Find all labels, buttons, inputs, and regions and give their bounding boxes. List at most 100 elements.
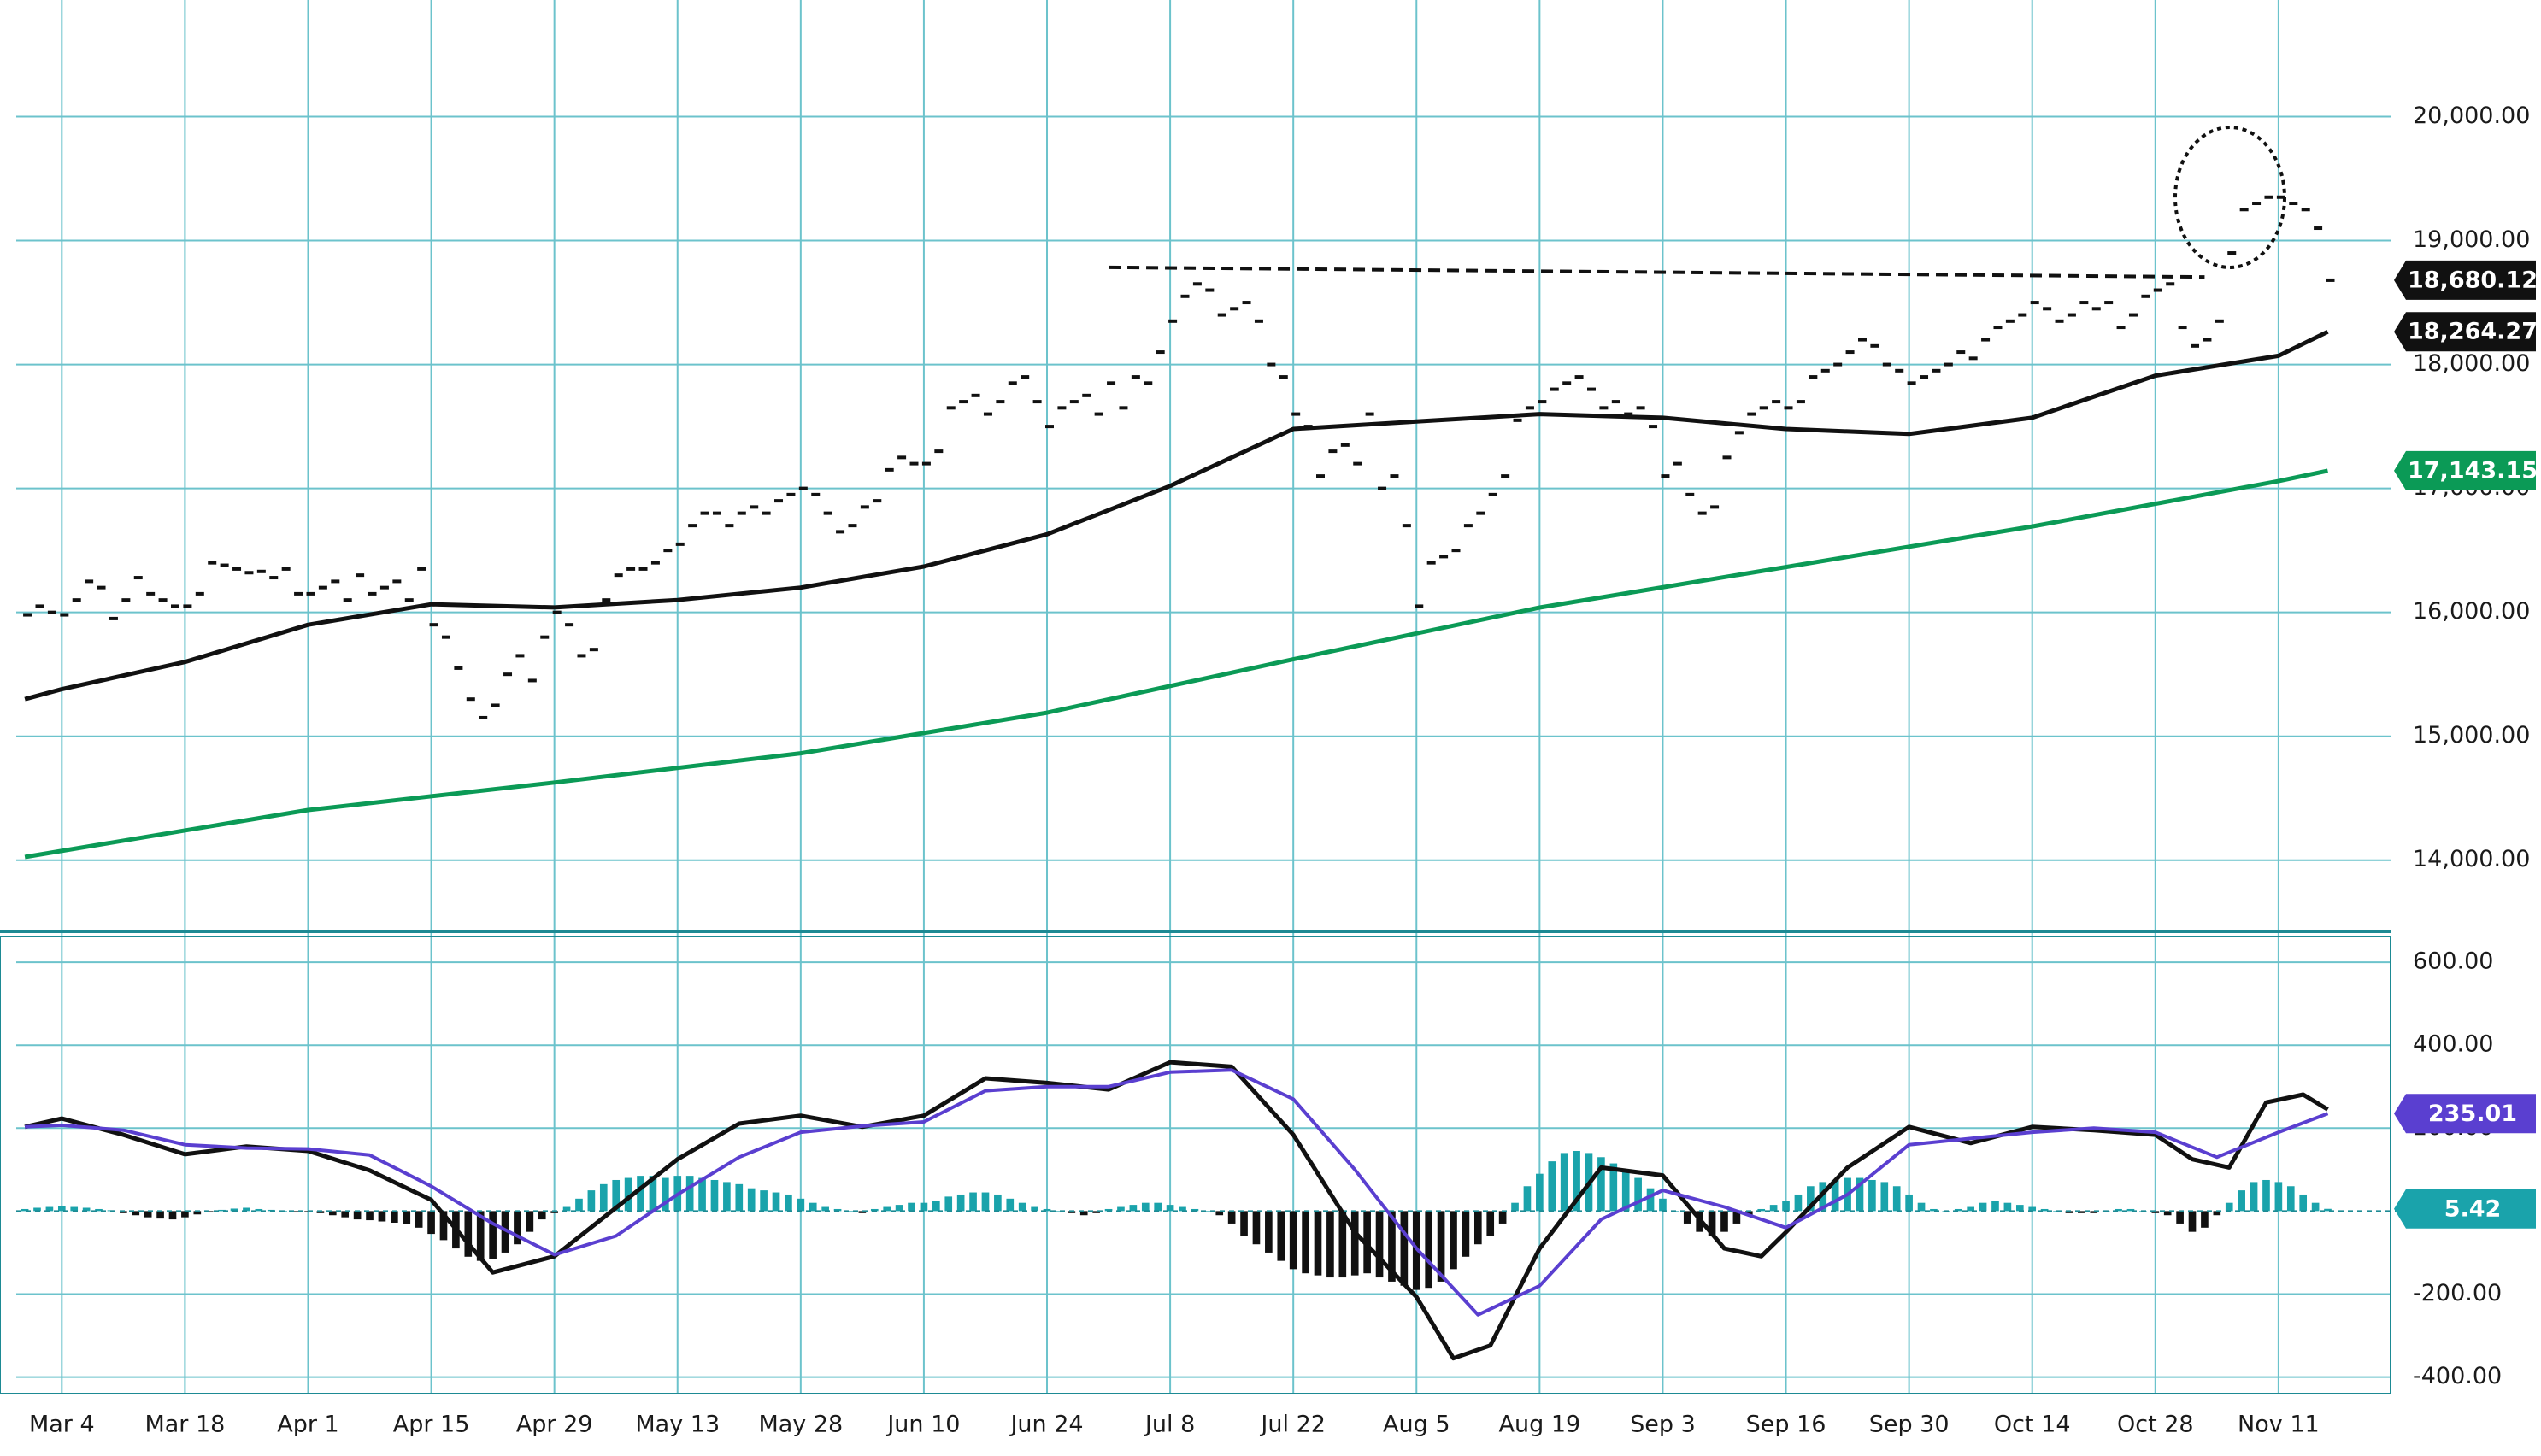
histogram-bar	[2090, 1211, 2098, 1213]
histogram-bar	[1880, 1182, 1889, 1212]
x-tick-label: Oct 14	[1994, 1412, 2071, 1438]
histogram-bar	[1425, 1211, 1433, 1289]
x-tick-label: Mar 4	[29, 1412, 95, 1438]
histogram-bar	[489, 1211, 497, 1259]
histogram-bar	[526, 1211, 534, 1232]
histogram-bar	[785, 1194, 792, 1212]
histogram-bar	[33, 1207, 41, 1212]
histogram-bar	[243, 1207, 250, 1212]
histogram-bar	[1252, 1211, 1261, 1245]
histogram-bar	[316, 1211, 325, 1213]
histogram-bar	[920, 1202, 928, 1212]
histogram-bar	[1573, 1150, 1580, 1212]
histogram-bar	[735, 1183, 744, 1212]
badge-label: 5.42	[2444, 1195, 2502, 1222]
histogram-bar	[2201, 1211, 2209, 1228]
histogram-bar	[181, 1211, 189, 1218]
histogram-bar	[2311, 1202, 2320, 1212]
histogram-bar	[587, 1190, 596, 1212]
labels: 14,000.0015,000.0016,000.0017,000.0018,0…	[0, 103, 2538, 1438]
x-tick-label: Mar 18	[144, 1412, 225, 1438]
histogram-bar	[994, 1194, 1002, 1212]
histogram-bar	[1757, 1208, 1766, 1212]
histogram-bar	[2238, 1190, 2245, 1212]
histogram-bar	[1720, 1211, 1728, 1232]
histogram-bar	[1314, 1211, 1322, 1276]
histogram-bar	[1979, 1202, 1987, 1212]
histogram-bar	[378, 1211, 386, 1222]
histogram-bar	[120, 1211, 127, 1213]
x-tick-label: Sep 30	[1869, 1412, 1950, 1438]
x-tick-label: Sep 3	[1630, 1412, 1696, 1438]
histogram-bar	[21, 1208, 29, 1212]
badge-label: 17,143.15	[2408, 457, 2538, 484]
histogram-bar	[132, 1211, 140, 1216]
histogram-bar	[57, 1206, 66, 1212]
histogram-bar	[1179, 1206, 1186, 1212]
histogram-bar	[2015, 1205, 2024, 1212]
histogram-bar	[2078, 1211, 2085, 1213]
histogram-bar	[1634, 1177, 1642, 1212]
histogram-bar	[1560, 1153, 1568, 1212]
histogram-bar	[144, 1211, 152, 1218]
histogram-bar	[1473, 1211, 1482, 1245]
y-tick-label: 400.00	[2413, 1031, 2493, 1058]
y-tick-label: -400.00	[2413, 1363, 2502, 1389]
x-tick-label: Nov 11	[2238, 1412, 2320, 1438]
histogram-bar	[1277, 1211, 1285, 1261]
histogram-bar	[1856, 1177, 1864, 1212]
histogram-bar	[1227, 1211, 1236, 1224]
y-tick-label: 14,000.00	[2413, 846, 2530, 872]
value-badge: 17,143.15	[2394, 450, 2538, 490]
histogram-bar	[1930, 1208, 1938, 1212]
histogram-bar	[685, 1176, 694, 1212]
histogram-bar	[1388, 1211, 1396, 1282]
histogram-bar	[698, 1177, 706, 1212]
histogram-bar	[1079, 1211, 1088, 1216]
histogram-bar	[1991, 1201, 1999, 1212]
histogram-bar	[1338, 1211, 1347, 1278]
histogram-bar	[1892, 1186, 1901, 1212]
x-tick-label: Apr 29	[516, 1412, 593, 1438]
histogram-bar	[1350, 1211, 1359, 1276]
histogram-bar	[427, 1211, 435, 1235]
histogram-bar	[95, 1208, 103, 1212]
histogram-bar	[501, 1211, 509, 1253]
histogram-bar	[1104, 1208, 1113, 1212]
histogram-bar	[1917, 1202, 1926, 1212]
y-tick-label: 15,000.00	[2413, 722, 2530, 749]
histogram-bar	[1203, 1211, 1211, 1212]
histogram-bar	[1400, 1211, 1409, 1286]
x-tick-label: Aug 5	[1383, 1412, 1450, 1438]
histogram-bar	[1609, 1163, 1618, 1212]
histogram-bar	[1462, 1211, 1470, 1257]
x-tick-label: May 13	[635, 1412, 720, 1438]
histogram-bar	[1240, 1211, 1248, 1236]
histogram-bar	[1794, 1194, 1803, 1212]
value-badge: 235.01	[2394, 1094, 2536, 1134]
histogram-bar	[1819, 1182, 1827, 1212]
histogram-bar	[2176, 1211, 2184, 1224]
histogram-bar	[1437, 1211, 1445, 1282]
badge-label: 235.01	[2428, 1101, 2517, 1127]
histogram-bar	[1498, 1211, 1507, 1224]
histogram-bar	[1954, 1208, 1962, 1212]
y-tick-label: 19,000.00	[2413, 226, 2530, 253]
histogram-bar	[403, 1211, 411, 1224]
histogram-bar	[341, 1211, 350, 1218]
histogram-bar	[662, 1177, 669, 1212]
y-tick-label: 16,000.00	[2413, 598, 2530, 625]
histogram-bar	[2299, 1194, 2308, 1212]
histogram-bar	[797, 1198, 805, 1212]
histogram-bar	[2250, 1182, 2258, 1212]
histogram-bar	[1289, 1211, 1297, 1270]
histogram-bar	[2065, 1211, 2073, 1213]
panel-border	[0, 936, 2391, 1394]
histogram-bar	[1807, 1186, 1815, 1212]
histogram-bar	[2213, 1211, 2221, 1216]
histogram-bar	[255, 1208, 263, 1212]
histogram-bar	[2151, 1211, 2160, 1213]
histogram-bar	[846, 1211, 854, 1212]
histogram-bar	[45, 1206, 54, 1212]
histogram-bar	[1141, 1202, 1150, 1212]
